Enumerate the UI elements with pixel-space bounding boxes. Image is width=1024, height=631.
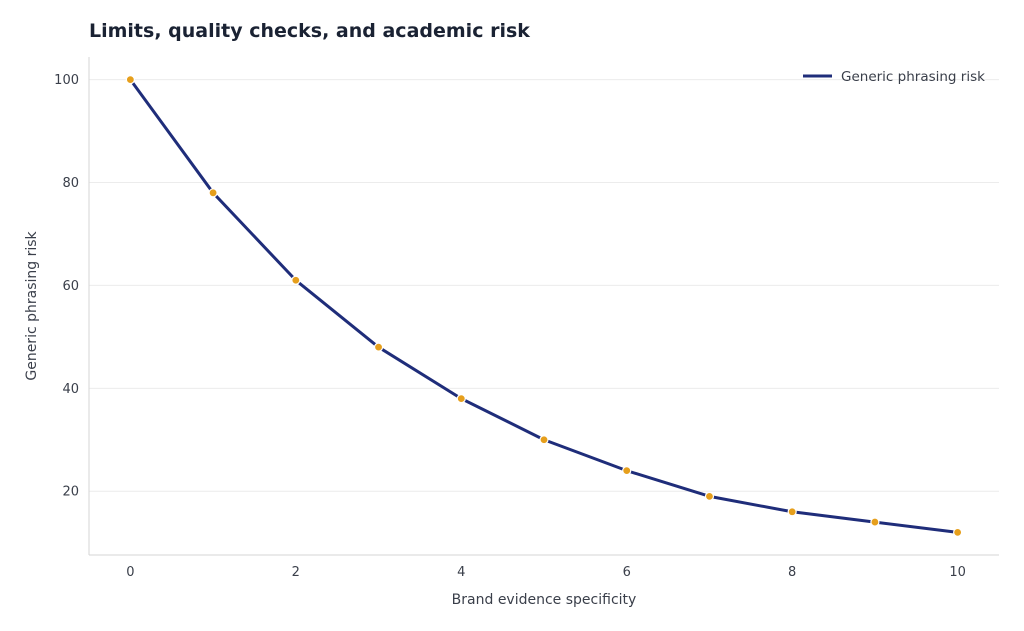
x-tick-label: 6 — [623, 565, 631, 580]
legend-label: Generic phrasing risk — [841, 69, 985, 85]
y-tick-label: 60 — [62, 279, 79, 294]
data-point — [373, 342, 384, 352]
x-tick-label: 2 — [292, 565, 300, 580]
data-point — [125, 75, 135, 85]
x-tick-label: 8 — [788, 565, 796, 580]
data-point — [456, 394, 466, 404]
y-ticks: 20 40 60 80 100 — [54, 73, 79, 500]
y-tick-label: 20 — [62, 485, 79, 500]
y-axis-label: Generic phrasing risk — [24, 230, 40, 380]
x-ticks: 0 2 4 6 8 10 — [126, 565, 966, 580]
y-tick-label: 80 — [62, 176, 79, 191]
series-line — [128, 78, 960, 534]
x-tick-label: 4 — [457, 565, 465, 580]
grid-lines — [89, 79, 999, 492]
series-layer — [125, 75, 963, 537]
chart-title: Limits, quality checks, and academic ris… — [89, 20, 530, 42]
data-point — [704, 491, 715, 501]
x-tick-label: 0 — [126, 565, 134, 580]
x-tick-label: 10 — [949, 565, 966, 580]
data-point — [291, 275, 301, 285]
data-point — [208, 188, 218, 198]
x-axis-label: Brand evidence specificity — [452, 592, 637, 608]
data-point — [953, 527, 963, 537]
y-tick-label: 40 — [62, 382, 79, 397]
data-point — [870, 517, 880, 527]
legend: Generic phrasing risk — [803, 69, 985, 85]
y-tick-label: 100 — [54, 73, 79, 88]
data-point — [787, 507, 797, 517]
data-point — [539, 435, 549, 445]
axes — [88, 57, 999, 556]
data-point — [622, 466, 632, 476]
